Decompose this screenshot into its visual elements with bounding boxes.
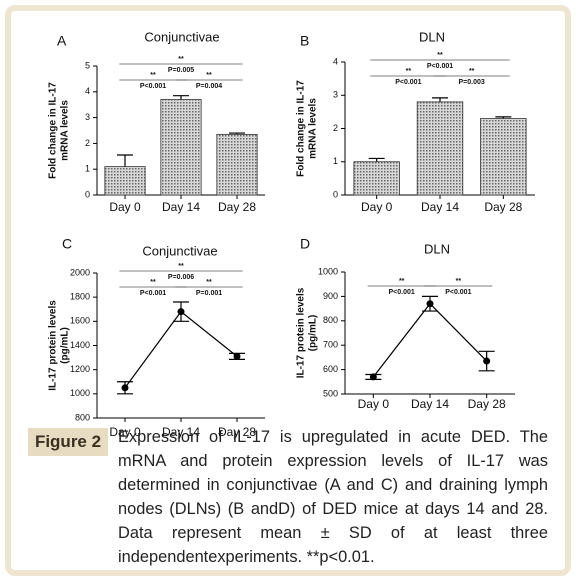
x-tick-label: Day 0: [358, 397, 390, 411]
p-value: P=0.004: [196, 83, 222, 90]
y-tick-label: 600: [323, 364, 338, 374]
y-tick-label: 1600: [70, 316, 90, 326]
significance-stars: **: [456, 278, 462, 285]
point: [233, 352, 241, 360]
bar: [353, 161, 400, 196]
x-tick-label: Day 14: [162, 200, 200, 214]
x-tick-label: Day 14: [162, 425, 200, 439]
p-value: P<0.001: [445, 289, 471, 296]
significance-stars: **: [399, 278, 405, 285]
point: [369, 373, 377, 381]
bar: [480, 118, 527, 196]
point: [426, 300, 434, 308]
chart-panel: B DLN Fold change in IL-17 mRNA levels 0 1 2 3 4…: [296, 29, 535, 214]
y-tick-label: 3: [85, 112, 90, 122]
y-tick-label: 1000: [70, 388, 90, 398]
panel-letter: C: [62, 236, 72, 252]
significance-stars: **: [469, 68, 475, 75]
panel-letter: D: [300, 236, 310, 252]
y-axis-label: Fold change in IL-17: [296, 80, 307, 177]
y-tick-label: 800: [323, 315, 338, 325]
chart-title: Conjunctivae: [142, 243, 217, 258]
significance-stars: **: [178, 263, 184, 270]
point: [483, 357, 491, 365]
y-axis-label: IL-17 protein levels: [48, 300, 59, 391]
x-tick-label: Day 14: [411, 397, 449, 411]
y-tick-label: 500: [323, 388, 338, 398]
y-tick-label: 3: [333, 90, 338, 100]
panel-letter: A: [57, 33, 67, 49]
chart-panel: C Conjunctivae IL-17 protein levels (pg/mL)…: [48, 236, 265, 439]
significance-stars: **: [437, 52, 443, 59]
bar: [416, 101, 464, 196]
significance-stars: **: [406, 68, 412, 75]
p-value: P=0.006: [168, 274, 194, 281]
y-tick-label: 1400: [70, 340, 90, 350]
y-tick-label: 800: [75, 412, 90, 422]
y-tick-label: 700: [323, 340, 338, 350]
y-tick-label: 1200: [70, 364, 90, 374]
bar: [216, 133, 258, 196]
significance-stars: **: [150, 279, 156, 286]
x-tick-label: Day 0: [109, 200, 141, 214]
significance-stars: **: [150, 72, 156, 79]
y-axis-label: Fold change in IL-17: [48, 82, 59, 179]
figure-frame: [5, 5, 571, 576]
bar: [104, 166, 146, 196]
x-tick-label: Day 28: [218, 200, 256, 214]
y-tick-label: 2000: [70, 267, 90, 277]
y-axis-label: mRNA levels: [308, 98, 319, 159]
p-value: P<0.001: [140, 83, 166, 90]
figure-label: Figure 2: [28, 428, 108, 456]
y-axis-label: (pg/mL): [60, 327, 71, 364]
x-tick-label: Day 0: [361, 200, 393, 214]
y-tick-label: 1: [333, 156, 338, 166]
p-value: P<0.001: [389, 289, 415, 296]
y-tick-label: 2: [85, 138, 90, 148]
x-tick-label: Day 28: [468, 397, 506, 411]
x-tick-label: Day 14: [421, 200, 459, 214]
y-axis-label: mRNA levels: [60, 100, 71, 161]
y-axis-label: (pg/mL): [308, 315, 319, 352]
chart-title: DLN: [419, 29, 445, 44]
y-axis-label: IL-17 protein levels: [296, 287, 307, 378]
y-tick-label: 0: [85, 189, 90, 199]
line: [124, 310, 238, 389]
y-tick-label: 1000: [318, 266, 338, 276]
y-tick-label: 0: [333, 189, 338, 199]
y-tick-label: 4: [333, 56, 338, 66]
chart-panel: D DLN IL-17 protein levels (pg/mL) 500 600 700…: [296, 236, 515, 411]
p-value: P<0.001: [395, 79, 421, 86]
p-value: P=0.003: [459, 79, 485, 86]
x-tick-label: Day 28: [484, 200, 522, 214]
chart-title: Conjunctivae: [144, 29, 219, 44]
y-tick-label: 1: [85, 164, 90, 174]
significance-stars: **: [178, 56, 184, 63]
y-tick-label: 2: [333, 123, 338, 133]
x-tick-label: Day 0: [109, 425, 141, 439]
point: [121, 384, 129, 392]
y-tick-label: 1800: [70, 292, 90, 302]
y-tick-label: 5: [85, 60, 90, 70]
x-tick-label: Day 28: [218, 425, 256, 439]
p-value: P<0.001: [427, 63, 453, 70]
chart-panel: A Conjunctivae Fold change in IL-17 mRNA le…: [48, 29, 265, 214]
line: [372, 302, 488, 378]
p-value: P<0.001: [140, 290, 166, 297]
panel-letter: B: [300, 33, 309, 49]
y-tick-label: 900: [323, 291, 338, 301]
significance-stars: **: [206, 72, 212, 79]
point: [177, 308, 185, 316]
y-tick-label: 4: [85, 86, 90, 96]
bar: [160, 99, 202, 196]
chart-title: DLN: [424, 241, 450, 256]
p-value: P=0.001: [196, 290, 222, 297]
significance-stars: **: [206, 279, 212, 286]
figure-caption: Expression of IL-17 is upregulated in ac…: [118, 428, 548, 566]
p-value: P=0.005: [168, 67, 194, 74]
